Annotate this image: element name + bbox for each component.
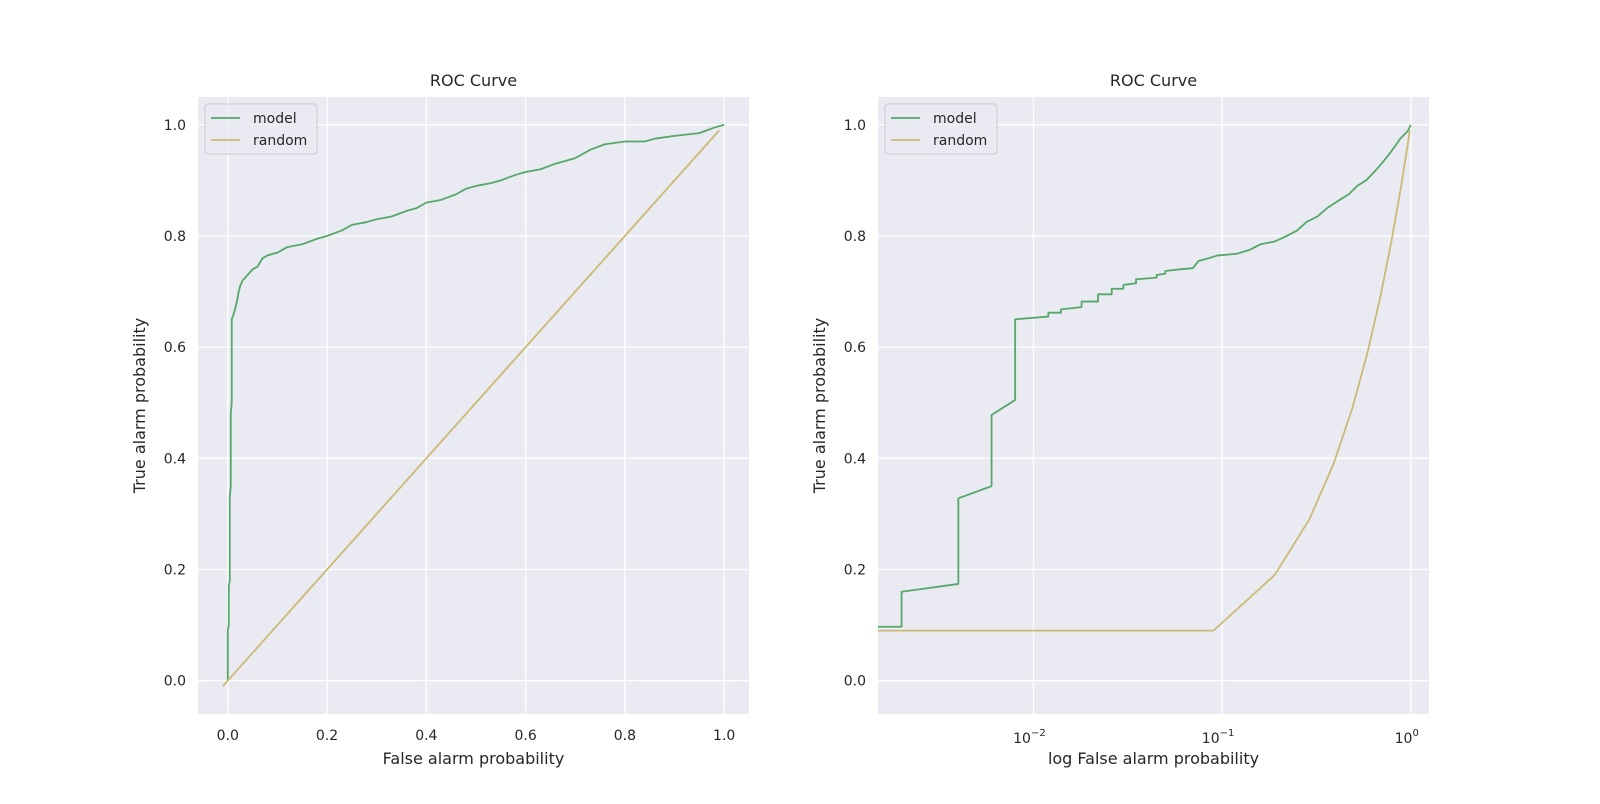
- y-tick-label: 1.0: [844, 118, 866, 134]
- y-axis-label: True alarm probability: [810, 318, 829, 494]
- y-tick-label: 0.6: [164, 340, 186, 356]
- x-tick-label: 0.6: [514, 728, 536, 744]
- x-axis-label: False alarm probability: [383, 749, 565, 768]
- y-tick-label: 0.2: [164, 562, 186, 578]
- y-tick-label: 0.0: [164, 674, 186, 690]
- x-tick-label: 10−2: [1013, 728, 1046, 747]
- legend-label-random: random: [933, 133, 987, 149]
- legend-box: [884, 103, 998, 155]
- y-tick-label: 0.2: [844, 562, 866, 578]
- y-axis-label: True alarm probability: [130, 318, 149, 494]
- chart-panel-2: 0.0 0.2 0.4 0.6 0.8 1.0 10−2 10−1 100 ROC Curve lo…: [810, 71, 1429, 768]
- legend-label-random: random: [253, 133, 307, 149]
- chart-title: ROC Curve: [1110, 71, 1197, 90]
- y-tick-label: 1.0: [164, 118, 186, 134]
- x-tick-label: 0.2: [316, 728, 338, 744]
- y-tick-label: 0.6: [844, 340, 866, 356]
- x-tick-label: 0.8: [614, 728, 636, 744]
- x-tick-label: 1.0: [713, 728, 735, 744]
- legend: model random: [204, 103, 318, 155]
- chart-panel-1: 0.0 0.2 0.4 0.6 0.8 1.0 0.0 0.2 0.4 0.6 0.8 1.0 ROC …: [130, 71, 749, 768]
- legend-label-model: model: [933, 111, 977, 127]
- x-tick-label: 10−1: [1202, 728, 1235, 747]
- x-axis-label: log False alarm probability: [1048, 749, 1259, 768]
- series-line-random: [878, 130, 1411, 632]
- x-tick-label: 0.4: [415, 728, 437, 744]
- series-line-model: [226, 123, 725, 681]
- x-tick-label: 0.0: [217, 728, 239, 744]
- y-tick-label: 0.8: [164, 229, 186, 245]
- chart-title: ROC Curve: [430, 71, 517, 90]
- y-tick-label: 0.4: [164, 451, 186, 467]
- legend-label-model: model: [253, 111, 297, 127]
- series-line-model: [878, 124, 1412, 628]
- x-tick-label: 100: [1395, 728, 1419, 747]
- y-tick-label: 0.0: [844, 674, 866, 690]
- series-line-random: [222, 129, 720, 687]
- y-tick-label: 0.4: [844, 451, 866, 467]
- plot-area: [878, 97, 1429, 714]
- y-tick-label: 0.8: [844, 229, 866, 245]
- legend: model random: [884, 103, 998, 155]
- legend-box: [204, 103, 318, 155]
